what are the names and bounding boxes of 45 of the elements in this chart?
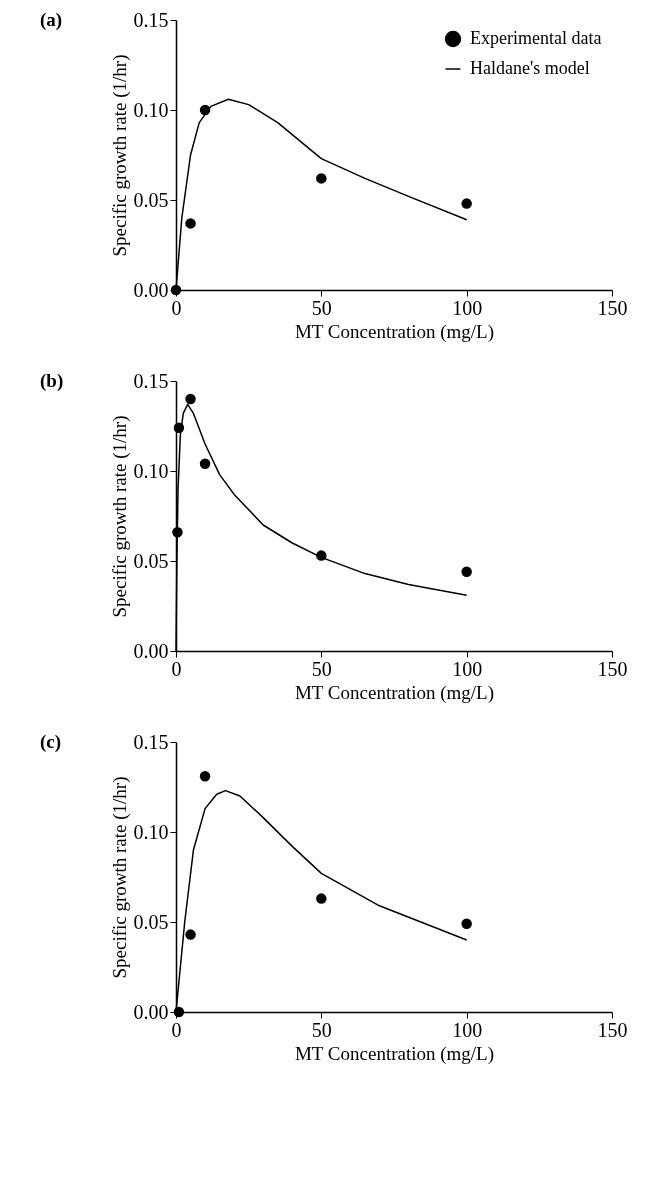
x-tick-label: 150 — [597, 1018, 628, 1041]
y-tick-label: 0.15 — [133, 730, 169, 753]
y-axis-title: Specific growth rate (1/hr) — [108, 54, 131, 257]
y-axis-title: Specific growth rate (1/hr) — [108, 776, 131, 979]
x-tick-label: 50 — [311, 1018, 332, 1041]
y-tick-label: 0.05 — [133, 549, 169, 572]
y-tick-label: 0.10 — [133, 98, 169, 121]
x-tick-label: 100 — [452, 1018, 483, 1041]
point — [185, 393, 196, 405]
x-tick-label: 0 — [171, 657, 182, 680]
point — [185, 218, 196, 229]
point — [461, 198, 472, 209]
x-tick-label: 150 — [597, 296, 628, 319]
x-tick-label: 150 — [597, 657, 628, 680]
x-axis-title: MT Concentration (mg/L) — [294, 320, 495, 343]
point — [316, 173, 327, 184]
y-tick-label: 0.10 — [133, 820, 169, 843]
point — [199, 458, 211, 470]
y-tick-label: 0.15 — [133, 369, 169, 392]
y-tick-label: 0.05 — [133, 910, 169, 933]
x-tick-label: 50 — [311, 657, 332, 680]
x-tick-label: 0 — [171, 296, 182, 319]
x-axis-title: MT Concentration (mg/L) — [294, 681, 495, 704]
y-tick-label: 0.05 — [133, 188, 169, 211]
y-tick-label: 0.00 — [133, 1000, 169, 1023]
point — [461, 566, 472, 578]
point — [185, 929, 196, 940]
x-axis-title: MT Concentration (mg/L) — [294, 1042, 495, 1065]
point — [461, 918, 472, 930]
y-axis-title: Specific growth rate (1/hr) — [108, 415, 131, 618]
legend-label: Experimental data — [470, 28, 602, 48]
x-tick-label: 50 — [311, 296, 332, 319]
y-tick-label: 0.10 — [133, 459, 169, 482]
x-tick-label: 0 — [171, 1018, 182, 1041]
y-tick-label: 0.00 — [133, 278, 169, 301]
x-tick-label: 100 — [452, 657, 483, 680]
point — [199, 770, 211, 782]
point — [316, 893, 327, 904]
x-tick-label: 100 — [452, 296, 483, 319]
chart-title: (a) — [40, 9, 63, 31]
chart-title: (c) — [40, 731, 62, 753]
legend-label: Haldane's model — [470, 58, 590, 78]
y-tick-label: 0.00 — [133, 639, 169, 662]
chart-title: (b) — [40, 370, 64, 392]
y-tick-label: 0.15 — [133, 8, 169, 31]
